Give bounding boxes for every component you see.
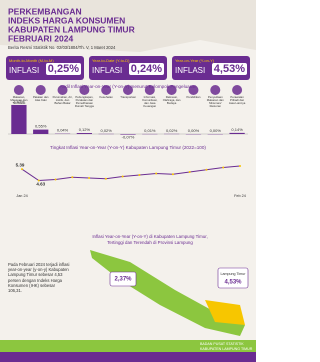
point (37, 179, 40, 182)
map-region (205, 300, 245, 325)
bar (229, 132, 245, 134)
point (171, 173, 174, 176)
value-label: 3,63% (13, 99, 25, 104)
summary-box: Year-to-Date (Y-to-D) INFLASI 0,24% (89, 56, 167, 80)
period: Year-to-Date (Y-to-D) (92, 58, 130, 63)
icon (166, 85, 177, 95)
value-label: 4.63 (36, 182, 45, 187)
map-shape (90, 250, 245, 336)
map-title: Tertinggi dan Terendah di Provinsi Lampu… (107, 240, 193, 245)
point (104, 177, 107, 180)
point (21, 168, 23, 171)
footer-strip (0, 352, 256, 362)
label: INFLASI (92, 66, 123, 75)
point (222, 166, 225, 169)
title-line: FEBRUARI 2024 (8, 33, 73, 43)
bar (33, 129, 49, 134)
x-tick-label: Transportasi (120, 95, 136, 99)
value-label: -0,07% (122, 135, 135, 140)
period: Month-to-Month (M-to-M) (9, 58, 54, 63)
point (155, 172, 158, 175)
value-label: 0,04% (57, 128, 69, 133)
value: 0,24% (128, 63, 164, 75)
value-label: 0,00% (188, 128, 200, 133)
icon (35, 85, 46, 95)
bg-band (0, 0, 256, 52)
value: 0,25% (45, 63, 81, 75)
point (188, 171, 191, 173)
x-tick-label: Jan 24 (16, 194, 27, 198)
icon (210, 85, 221, 95)
icon (123, 85, 133, 95)
point (54, 178, 57, 181)
point (138, 174, 141, 176)
label: INFLASI (175, 66, 206, 75)
line (21, 165, 241, 182)
subtitle: Berita Resmi Statistik No. 02/03/1804/Th… (8, 45, 116, 50)
callout (217, 267, 249, 289)
body-text: Pada Februari 2024 terjadi inflasi year-… (8, 262, 70, 294)
bar (120, 134, 136, 135)
callout-value: 4,53% (224, 280, 242, 286)
point (205, 168, 208, 171)
value: 4,53% (211, 63, 247, 75)
icon (144, 85, 155, 95)
x-tick-label: Feb 24 (234, 194, 246, 198)
icon (232, 85, 243, 95)
value-label: 0,12% (79, 127, 91, 132)
x-tick-label: Makanan, Minuman dan Tembakau (10, 95, 28, 105)
value-label: 0,00% (210, 128, 222, 133)
infographic: PERKEMBANGAN INDEKS HARGA KONSUMEN KABUP… (0, 0, 256, 362)
value-label: 0,02% (166, 128, 178, 133)
point (71, 176, 74, 179)
point (88, 177, 91, 179)
point (239, 165, 241, 167)
summary-box: Year-on-Year (Y-on-Y) INFLASI 4,53% (172, 56, 250, 80)
period: Year-on-Year (Y-on-Y) (175, 58, 215, 63)
title-line: INDEKS HARGA KONSUMEN (8, 15, 125, 25)
x-tick-label: Pakaian dan Alas Kaki (32, 95, 49, 102)
callout-value: 2,37% (114, 277, 132, 283)
x-tick-label: Informasi, Komunikasi, dan Jasa Keuangan (142, 95, 158, 108)
title-line: KABUPATEN LAMPUNG TIMUR (8, 24, 135, 34)
bar (11, 104, 27, 134)
callout-name: Lampung Timur (221, 272, 247, 276)
point (121, 175, 124, 178)
footer-line: KABUPATEN LAMPUNG TIMUR (200, 347, 253, 351)
x-tick-label: Penyediaan Makanan dan Minuman/ Restoran (206, 95, 224, 108)
icon (101, 85, 112, 95)
x-tick-label: Kesehatan (99, 95, 113, 99)
callout (109, 271, 137, 287)
map-title: Inflasi Year-on-Year (Y-on-Y) di Kabupat… (92, 234, 207, 239)
title-line: PERKEMBANGAN (8, 6, 82, 16)
bar (76, 133, 92, 134)
x-tick-label: Perumahan, Air, Listrik, dan Bahan Bakar (52, 95, 73, 105)
icon (57, 85, 68, 95)
icon (79, 85, 90, 95)
value-label: 5.39 (16, 162, 25, 167)
value-label: 0,02% (101, 128, 113, 133)
line-title: Tingkat Inflasi Year-on-Year (Y-on-Y) Ka… (50, 145, 206, 150)
icon (13, 85, 24, 95)
value-label: 0,14% (231, 127, 243, 132)
value-label: 0,01% (144, 128, 156, 133)
x-tick-label: Rekreasi, Olahraga, dan Budaya (162, 95, 181, 105)
label: INFLASI (9, 66, 40, 75)
footer-line: BADAN PUSAT STATISTIK (200, 342, 244, 346)
x-tick-label: Pendidikan (186, 95, 201, 99)
summary-box: Month-to-Month (M-to-M) INFLASI 0,25% (6, 56, 84, 80)
canvas: PERKEMBANGAN INDEKS HARGA KONSUMEN KABUP… (0, 0, 256, 362)
x-tick-label: Perawatan Pribadi dan Jasa Lainnya (228, 95, 246, 105)
x-tick-label: Perlengkapan, Peralatan dan Pemeliharaan… (74, 95, 94, 108)
value-label: 0,55% (35, 124, 47, 129)
icon (188, 85, 199, 95)
